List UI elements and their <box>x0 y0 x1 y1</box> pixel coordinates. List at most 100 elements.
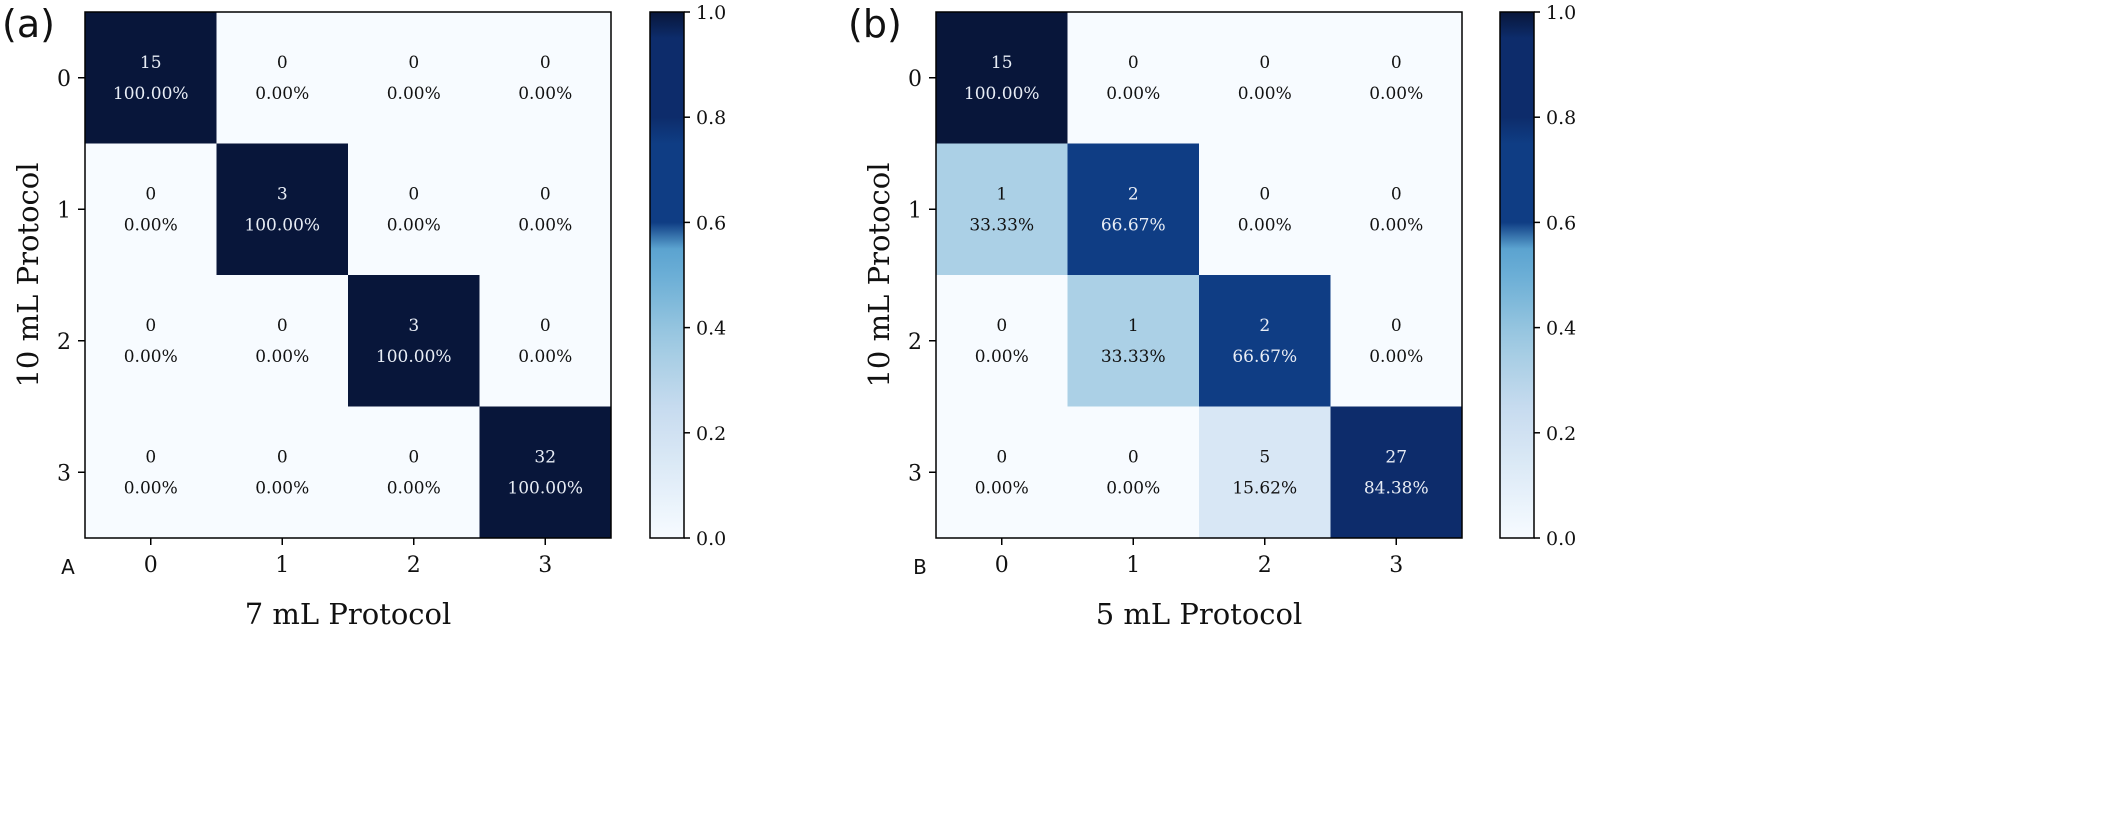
cell-count-label: 1 <box>996 185 1007 205</box>
colorbar-tick-label: 0.0 <box>1546 528 1576 550</box>
y-axis-label: 10 mL Protocol <box>11 162 45 387</box>
cell-percent-label: 0.00% <box>255 347 309 367</box>
x-tick-label: 3 <box>538 553 552 578</box>
colorbar-tick-label: 0.4 <box>696 318 726 340</box>
cell-percent-label: 0.00% <box>124 479 178 499</box>
cell-count-label: 2 <box>1259 316 1270 336</box>
heatmap-cell <box>1067 12 1200 144</box>
heatmap-cell <box>348 12 480 144</box>
cell-percent-label: 0.00% <box>387 216 441 236</box>
corner-label: A <box>61 555 75 579</box>
cell-count-label: 0 <box>145 185 156 205</box>
cell-count-label: 0 <box>408 185 419 205</box>
cell-percent-label: 0.00% <box>1369 84 1423 104</box>
cell-count-label: 0 <box>1259 53 1270 73</box>
cell-count-label: 15 <box>140 53 162 73</box>
colorbar-tick-label: 0.2 <box>696 423 726 445</box>
cell-percent-label: 33.33% <box>969 216 1034 236</box>
cell-count-label: 0 <box>1391 53 1402 73</box>
y-tick-label: 1 <box>908 198 922 223</box>
colorbar-tick-label: 0.4 <box>1546 318 1576 340</box>
heatmap-cell <box>479 275 612 407</box>
x-tick-label: 0 <box>995 553 1009 578</box>
cell-count-label: 5 <box>1259 448 1270 468</box>
confusion-matrix-panel-0: (a)15100.00%00.00%00.00%00.00%00.00%3100… <box>2 2 726 631</box>
cell-count-label: 0 <box>277 316 288 336</box>
colorbar-tick-label: 0.6 <box>1546 212 1576 234</box>
heatmap-cell <box>1330 12 1463 144</box>
confusion-matrix-panel-1: (b) 1 5 1 0 0.00% 0 0.00% 0 0.00% 0 0.00% 1 33.33% 2 66… <box>848 2 1576 631</box>
colorbar-tick-label: 1.0 <box>1546 2 1576 24</box>
matrix-frame <box>84 11 612 539</box>
heatmap-cell <box>1330 143 1463 276</box>
colorbar-tick-label: 0.8 <box>1546 107 1576 129</box>
cell-count-label: 0 <box>996 316 1007 336</box>
cell-percent-label: 0.00% <box>518 347 572 367</box>
panel-label: (a) <box>2 2 55 46</box>
y-tick-label: 2 <box>57 330 71 355</box>
heatmap-cell <box>479 143 612 276</box>
cell-percent-label: 0.00% <box>975 347 1029 367</box>
cell-count-label: 32 <box>534 448 556 468</box>
heatmap-cell <box>1330 275 1463 407</box>
cell-count-label: 3 <box>277 185 288 205</box>
cell-count-label: 0 <box>408 53 419 73</box>
y-tick-label: 3 <box>57 461 71 486</box>
heatmap-cell <box>479 12 612 144</box>
y-tick-label: 0 <box>57 67 71 92</box>
y-tick-label: 1 <box>57 198 71 223</box>
cell-percent-label: 100.00% <box>507 479 583 499</box>
cell-percent-label: 0.00% <box>975 479 1029 499</box>
heatmap-cell <box>216 406 349 539</box>
x-tick-label: 1 <box>275 553 289 578</box>
cell-count-label: 3 <box>408 316 419 336</box>
heatmap-cell <box>936 12 1068 144</box>
cell-percent-label: 0.00% <box>255 479 309 499</box>
x-tick-label: 1 <box>1126 553 1140 578</box>
cell-count-label: 0 <box>1259 185 1270 205</box>
heatmap-cell <box>1067 275 1200 407</box>
x-tick-label: 2 <box>1258 553 1272 578</box>
x-tick-label: 3 <box>1389 553 1403 578</box>
cell-count-label: 0 <box>1391 316 1402 336</box>
panel-label: (b) <box>848 2 902 46</box>
cell-count-label: 0 <box>996 448 1007 468</box>
heatmap-cell <box>1199 406 1331 539</box>
y-tick-label: 3 <box>908 461 922 486</box>
cell-count-label: 0 <box>1128 53 1139 73</box>
cell-count-label: 0 <box>277 53 288 73</box>
cell-percent-label: 100.00% <box>244 216 320 236</box>
colorbar-tick-label: 0.2 <box>1546 423 1576 445</box>
cell-count-label: 0 <box>540 185 551 205</box>
cell-count-label: 2 <box>1128 185 1139 205</box>
cell-percent-label: 66.67% <box>1232 347 1297 367</box>
heatmap-cell <box>1067 406 1200 539</box>
colorbar-tick-label: 0.8 <box>696 107 726 129</box>
cell-count-label: 0 <box>1391 185 1402 205</box>
heatmap-cell <box>1199 275 1331 407</box>
cell-percent-label: 0.00% <box>1106 84 1160 104</box>
corner-label: B <box>913 555 927 579</box>
cell-percent-label: 15.62% <box>1232 479 1297 499</box>
heatmap-cell <box>936 406 1068 539</box>
heatmap-cell <box>85 12 217 144</box>
cell-percent-label: 0.00% <box>124 347 178 367</box>
cell-percent-label: 100.00% <box>113 84 189 104</box>
heatmap-cell <box>1067 143 1200 276</box>
cell-percent-label: 0.00% <box>1238 216 1292 236</box>
colorbar <box>1499 11 1535 539</box>
x-tick-label: 0 <box>144 553 158 578</box>
cell-percent-label: 33.33% <box>1101 347 1166 367</box>
colorbar-tick-label: 0.6 <box>696 212 726 234</box>
heatmap-cell <box>348 406 480 539</box>
heatmap-cell <box>216 12 349 144</box>
cell-count-label: 0 <box>145 448 156 468</box>
heatmap-cell <box>85 143 217 276</box>
cell-percent-label: 0.00% <box>1369 347 1423 367</box>
cell-percent-label: 100.00% <box>376 347 452 367</box>
y-tick-label: 0 <box>908 67 922 92</box>
heatmap-cell <box>1330 406 1463 539</box>
x-axis-label: 7 mL Protocol <box>245 597 452 631</box>
cell-percent-label: 0.00% <box>1106 479 1160 499</box>
